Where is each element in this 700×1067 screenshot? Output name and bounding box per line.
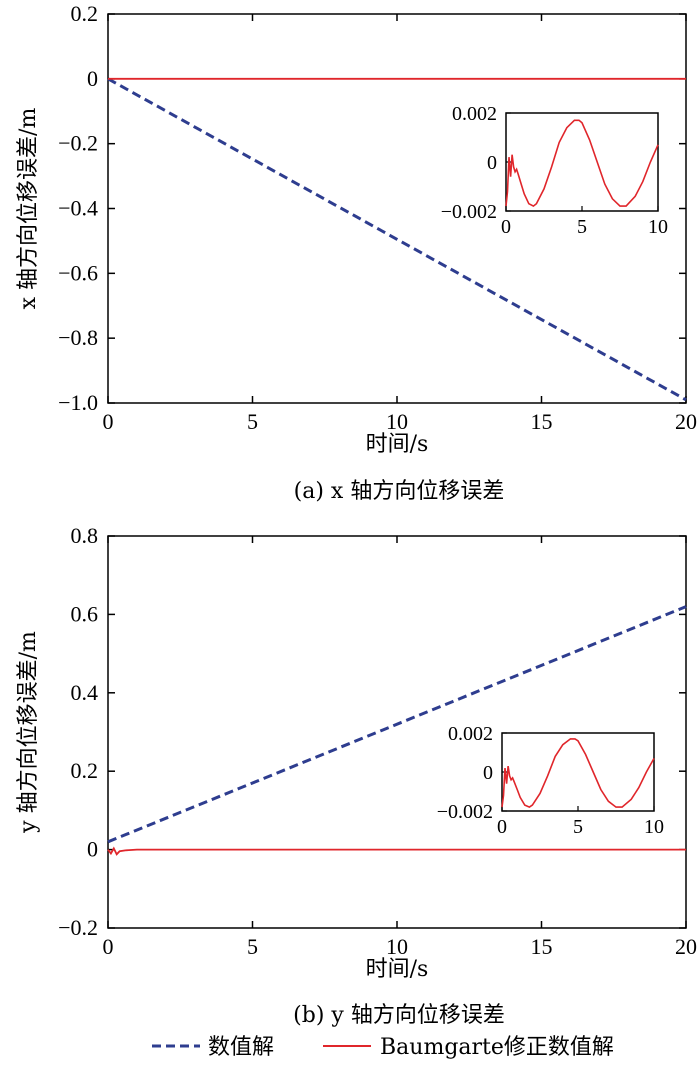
y-axis-label: y 轴方向位移误差/m <box>16 631 41 834</box>
inset-x-tick-label: 5 <box>573 816 583 838</box>
legend: 数值解 Baumgarte修正数值解 <box>152 1035 614 1060</box>
x-tick-label: 20 <box>675 409 697 434</box>
inset-x-tick-label: 10 <box>644 816 664 838</box>
y-tick-label: 0 <box>87 66 98 91</box>
inset-baumgarte-line <box>505 119 659 208</box>
chart-caption: (b) y 轴方向位移误差 <box>293 1003 505 1028</box>
inset-y-tick-label: −0.002 <box>441 201 497 223</box>
y-tick-label: −0.8 <box>58 325 98 350</box>
series-baumgarte-line <box>107 846 686 856</box>
y-tick-label: 0.8 <box>71 523 99 548</box>
y-tick-label: 0.2 <box>71 758 99 783</box>
y-tick-label: −1.0 <box>58 390 98 415</box>
x-axis-label: 时间/s <box>366 957 429 982</box>
inset-y-tick-label: 0 <box>487 152 497 174</box>
x-tick-label: 10 <box>386 934 408 959</box>
x-axis-label: 时间/s <box>366 432 429 457</box>
y-tick-label: −0.6 <box>58 260 98 285</box>
y-tick-label: −0.4 <box>58 196 98 221</box>
inset-baumgarte-line <box>501 738 655 809</box>
y-axis-label: x 轴方向位移误差/m <box>16 108 41 310</box>
y-tick-label: 0.4 <box>71 680 99 705</box>
x-tick-label: 5 <box>247 409 258 434</box>
chart-caption: (a) x 轴方向位移误差 <box>294 479 505 504</box>
x-tick-label: 0 <box>103 409 114 434</box>
chart-y-displacement-error: 0 5 10 15 200.80.60.40.20−0.2时间/sy 轴方向位移误差/m… <box>16 523 697 1028</box>
inset-frame <box>505 112 659 212</box>
x-tick-label: 15 <box>531 409 553 434</box>
y-tick-label: 0.2 <box>71 1 99 26</box>
inset-x-tick-label: 5 <box>577 216 587 238</box>
y-tick-label: −0.2 <box>58 131 98 156</box>
plot-frame <box>107 535 687 929</box>
x-tick-label: 15 <box>531 934 553 959</box>
x-tick-label: 20 <box>675 934 697 959</box>
inset-x-tick-label: 0 <box>497 816 507 838</box>
x-tick-label: 0 <box>103 934 114 959</box>
inset-y-tick-label: −0.002 <box>437 801 493 823</box>
x-tick-label: 5 <box>247 934 258 959</box>
inset-y-tick-label: 0.002 <box>448 723 493 745</box>
inset-frame <box>501 732 655 812</box>
series-numeric-line <box>107 77 687 402</box>
x-tick-label: 10 <box>386 409 408 434</box>
y-tick-label: −0.2 <box>58 915 98 940</box>
inset-y-tick-label: 0 <box>483 762 493 784</box>
inset-x-tick-label: 0 <box>501 216 511 238</box>
legend-baumgarte-label: Baumgarte修正数值解 <box>380 1035 614 1060</box>
series-numeric-line <box>107 605 687 844</box>
legend-numeric-label: 数值解 <box>208 1035 274 1060</box>
y-tick-label: 0.6 <box>71 601 99 626</box>
inset-y-tick-label: 0.002 <box>452 103 497 125</box>
inset-x-tick-label: 10 <box>648 216 668 238</box>
chart-x-displacement-error: 0 5 10 15 20 0.2 0 −0.2 −0.4 −0.6 −0.8 −1.0 时间/s x 轴方… <box>16 1 697 504</box>
y-tick-label: 0 <box>87 837 98 862</box>
